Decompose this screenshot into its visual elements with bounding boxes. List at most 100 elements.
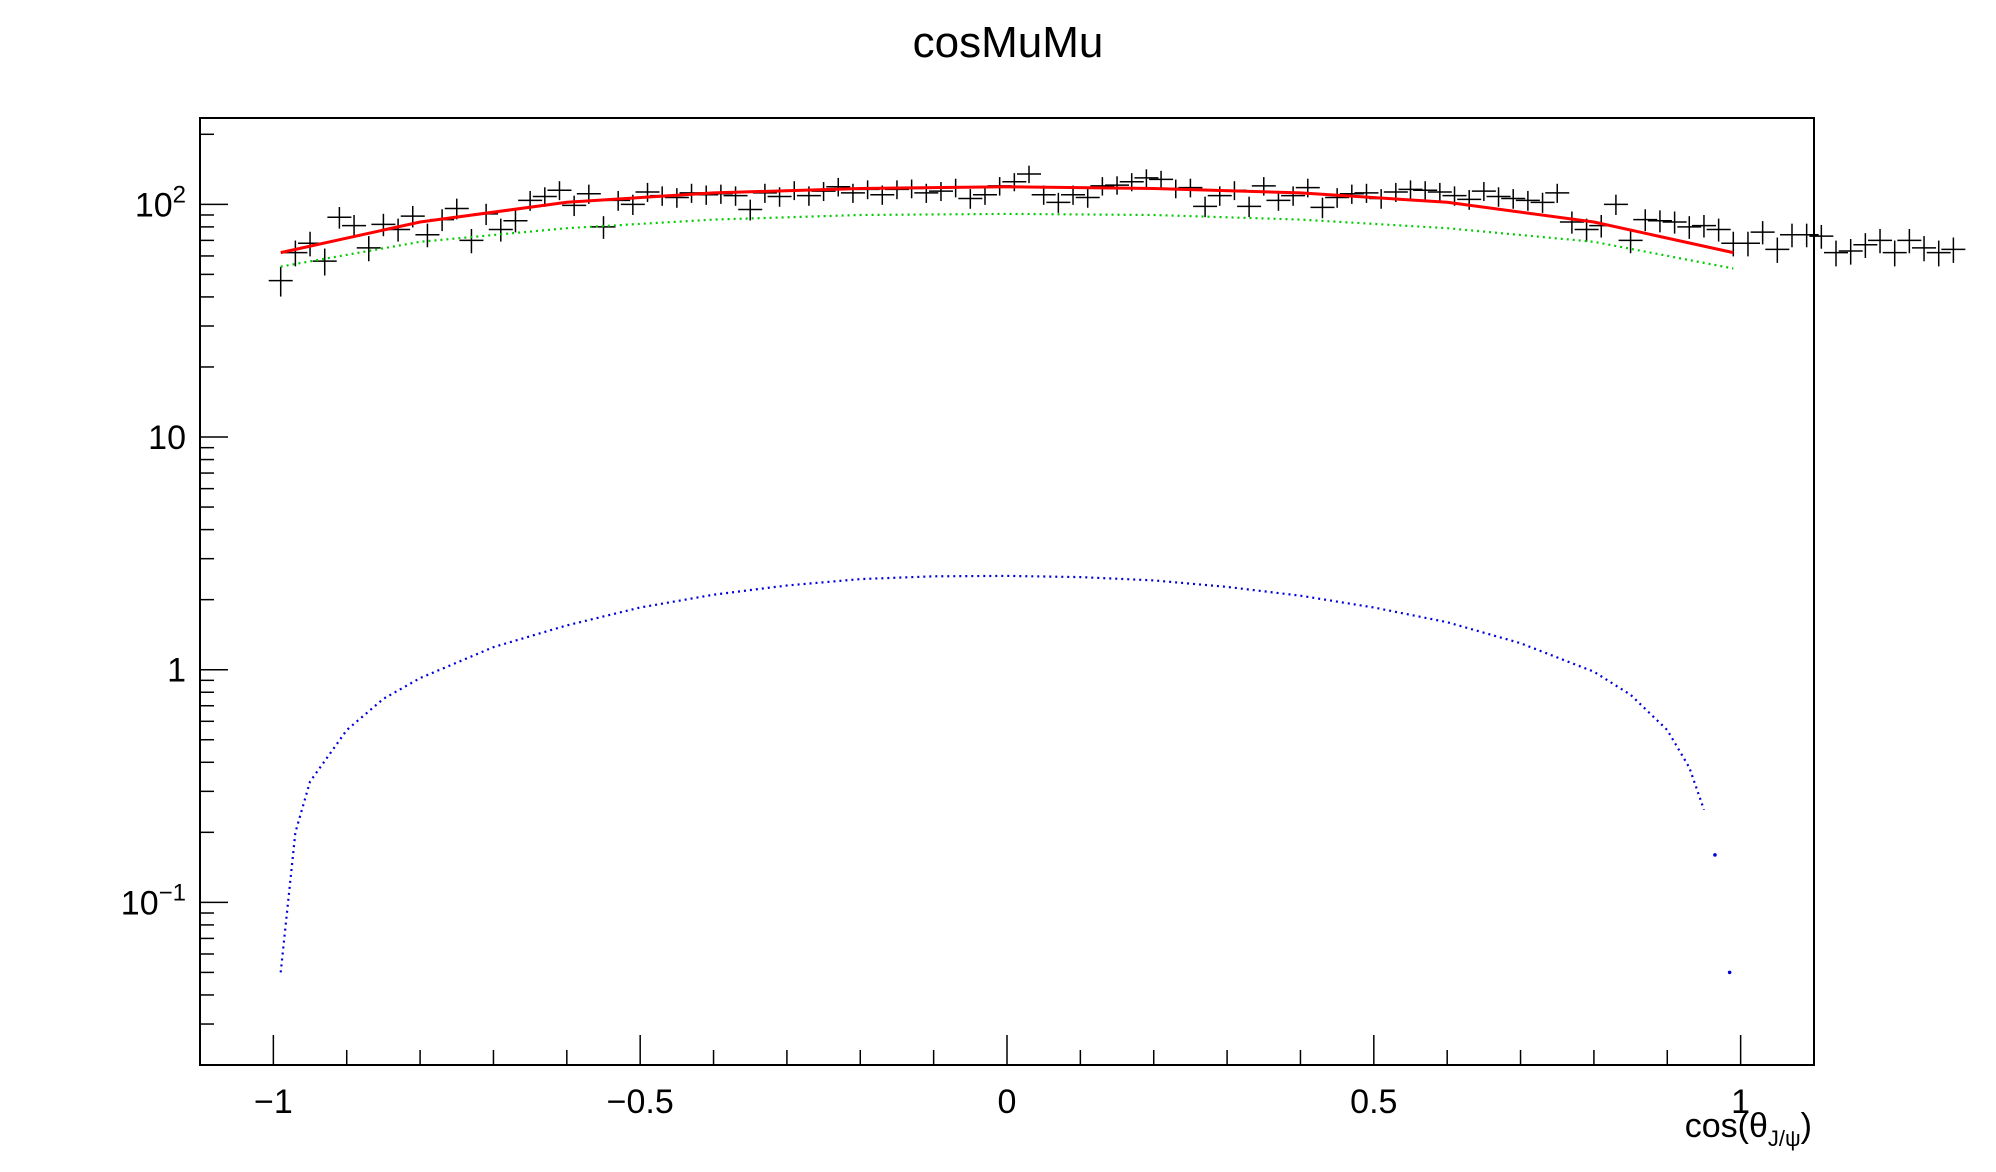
data-point <box>1603 194 1628 215</box>
x-axis-label-close: ) <box>1801 1107 1812 1145</box>
data-point <box>1486 187 1511 207</box>
data-point <box>1075 188 1100 208</box>
data-point <box>1427 182 1452 202</box>
data-point <box>1794 223 1819 248</box>
x-tick-label: 0 <box>998 1083 1017 1121</box>
data-point <box>488 218 513 242</box>
data-point <box>1750 221 1775 245</box>
data-point <box>840 183 865 203</box>
data-point <box>1647 210 1672 233</box>
data-point <box>1398 180 1423 200</box>
data-point <box>1134 169 1159 188</box>
data-point <box>1706 218 1731 242</box>
y-tick-label: 10−1 <box>121 879 186 922</box>
data-point <box>1515 190 1540 211</box>
data-point <box>1545 183 1570 203</box>
data-point <box>327 207 352 229</box>
data-point <box>371 213 396 237</box>
data-point <box>547 181 572 201</box>
y-tick-label: 102 <box>135 181 186 224</box>
chart-title: cosMuMu <box>913 18 1104 67</box>
axis-tick-labels: −1 −0.5 0 0.5 1 10−1 1 10 102 <box>121 181 1750 1121</box>
data-point <box>342 214 367 238</box>
y-tick-label: 1 <box>167 652 186 690</box>
data-point <box>1662 211 1687 234</box>
data-point <box>1809 224 1834 249</box>
data-point <box>1838 239 1863 265</box>
data-point <box>1735 231 1760 257</box>
data-point <box>415 223 440 248</box>
data-point <box>1090 177 1115 196</box>
data-point <box>1031 185 1056 205</box>
data-point <box>928 182 953 202</box>
data-point <box>312 248 337 276</box>
data-point <box>635 182 660 202</box>
component_blue-curve <box>279 574 1706 973</box>
data-point <box>1310 197 1335 219</box>
data-point <box>884 180 909 200</box>
data-point <box>1691 214 1716 238</box>
data-point <box>972 185 997 205</box>
data-point <box>958 189 983 209</box>
total_fit-curve <box>280 185 1734 255</box>
data-point <box>1281 186 1306 206</box>
data-point <box>1413 181 1438 201</box>
x-tick-label: −1 <box>254 1083 293 1121</box>
x-tick-label: 0.5 <box>1350 1083 1397 1121</box>
data-point <box>811 182 836 202</box>
data-point <box>268 266 293 297</box>
series-layer <box>268 165 1966 975</box>
data-point <box>503 210 528 233</box>
data-point <box>591 216 616 239</box>
data-point <box>1853 233 1878 258</box>
x-tick-label: −0.5 <box>607 1083 674 1121</box>
data-point <box>1765 237 1790 263</box>
data-point <box>1559 211 1584 234</box>
component_blue-point <box>1713 853 1717 857</box>
data-point <box>664 188 689 208</box>
data-point <box>1926 240 1951 267</box>
data-point <box>1002 173 1027 192</box>
data-point <box>723 186 748 206</box>
x-tick-label: 1 <box>1731 1083 1750 1121</box>
data-point <box>1897 228 1922 254</box>
data-point <box>1868 228 1893 254</box>
axis-ticks <box>200 133 1742 1066</box>
component_blue-point <box>1727 970 1732 975</box>
data-point <box>1325 188 1350 208</box>
data-point <box>1530 192 1555 213</box>
x-axis-label: cos(θJ/ψ) <box>1685 1107 1812 1151</box>
y-tick-label: 10 <box>148 419 186 457</box>
data-point <box>1266 190 1291 211</box>
data-point <box>283 240 308 267</box>
data-point <box>1471 182 1496 202</box>
data-point <box>1824 240 1849 267</box>
component_green-curve <box>280 212 1734 270</box>
data-point <box>1193 196 1218 218</box>
data-point <box>1017 165 1042 184</box>
data-point <box>1354 183 1379 203</box>
data-point <box>1882 240 1907 267</box>
data-point <box>1339 184 1364 204</box>
data-point <box>1105 176 1130 195</box>
data-point <box>1941 237 1966 263</box>
data-point <box>562 195 587 217</box>
x-axis-label-subscript: J/ψ <box>1768 1126 1801 1151</box>
data-point <box>356 236 381 262</box>
plot-frame <box>199 117 1815 1066</box>
data-point <box>1677 216 1702 239</box>
x-axis-label-main: cos(θ <box>1685 1107 1768 1145</box>
data-point <box>459 228 484 254</box>
data-point <box>1149 170 1174 189</box>
data-point <box>1618 228 1643 254</box>
data-point <box>738 199 763 221</box>
data-point <box>1633 209 1658 232</box>
data-point <box>1046 192 1071 213</box>
data-point <box>1237 196 1262 218</box>
data-point <box>1912 236 1937 262</box>
data-point <box>1501 189 1526 209</box>
data-point <box>826 177 851 197</box>
data-point <box>532 187 557 207</box>
data-point <box>1178 178 1203 198</box>
